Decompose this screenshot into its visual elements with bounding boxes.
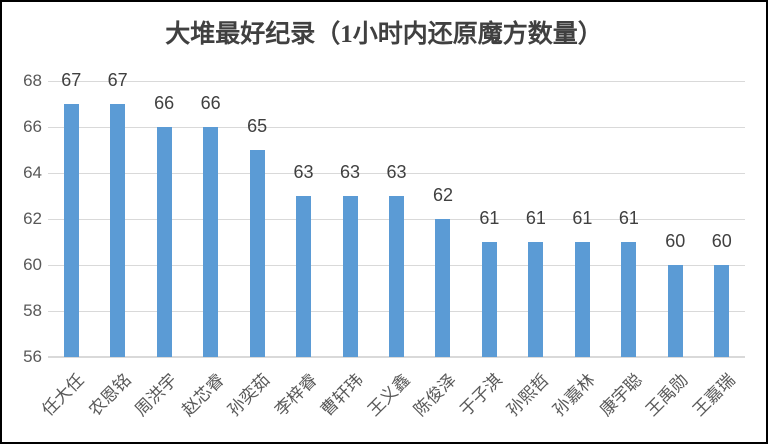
chart-title: 大堆最好纪录（1小时内还原魔方数量） [165, 21, 603, 48]
bar [389, 196, 404, 357]
y-axis-tick-label: 64 [23, 163, 42, 182]
bar-value-label: 63 [386, 162, 407, 182]
bar-value-label: 63 [340, 162, 361, 182]
y-axis-tick-label: 68 [23, 71, 42, 90]
bar [667, 265, 683, 357]
bar-value-label: 66 [200, 93, 221, 113]
bar-value-label: 67 [107, 70, 128, 90]
bar [296, 196, 312, 357]
bar [528, 242, 544, 357]
bar [342, 196, 358, 357]
bar-value-label: 63 [293, 162, 314, 182]
y-axis-tick-label: 66 [23, 117, 42, 136]
bar-value-label: 66 [154, 93, 175, 113]
bar [621, 242, 637, 357]
y-axis-tick-label: 60 [23, 255, 42, 274]
bar-value-label: 67 [61, 70, 82, 90]
bar [110, 104, 126, 357]
bar-value-label: 60 [711, 231, 732, 251]
gridline [48, 81, 745, 82]
bar [203, 127, 219, 357]
y-axis-tick-label: 62 [23, 209, 42, 228]
bar [249, 150, 265, 357]
bar-value-label: 61 [525, 208, 546, 228]
gridline [48, 173, 745, 174]
bar-value-label: 61 [572, 208, 593, 228]
bar [574, 242, 590, 357]
bar-value-label: 60 [665, 231, 686, 251]
gridline [48, 127, 745, 128]
bar-value-label: 61 [479, 208, 500, 228]
bar [714, 265, 730, 357]
bar [156, 127, 172, 357]
y-axis-tick-label: 56 [23, 347, 42, 366]
bar [63, 104, 79, 357]
bar-value-label: 65 [247, 116, 268, 136]
x-axis-line [48, 356, 745, 358]
bar-value-label: 61 [618, 208, 639, 228]
bar-value-label: 62 [432, 185, 453, 205]
y-axis-tick-label: 58 [23, 301, 42, 320]
bar [435, 219, 451, 357]
bar [481, 242, 497, 357]
